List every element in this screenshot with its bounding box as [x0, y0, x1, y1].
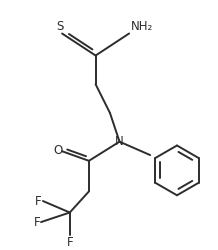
Text: S: S: [56, 20, 64, 32]
Text: NH₂: NH₂: [131, 20, 153, 32]
Text: O: O: [54, 144, 63, 157]
Text: F: F: [33, 216, 40, 228]
Text: F: F: [35, 194, 42, 207]
Text: N: N: [115, 135, 124, 148]
Text: F: F: [66, 236, 73, 250]
